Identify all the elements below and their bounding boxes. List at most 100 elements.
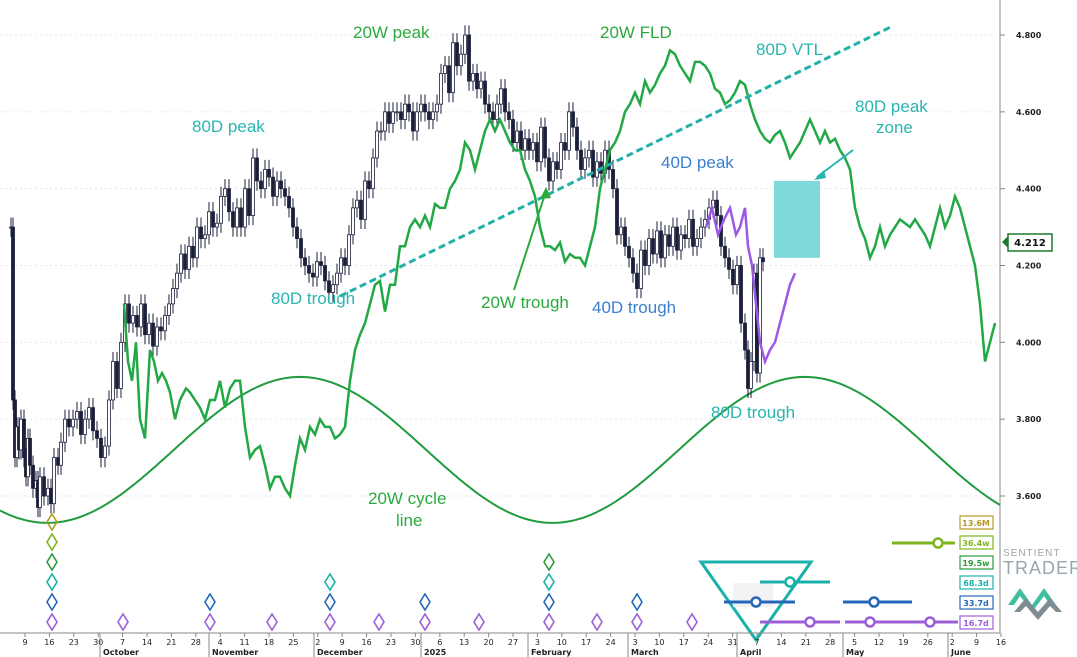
candle-body xyxy=(723,245,727,259)
projection-layer xyxy=(704,203,797,366)
x-tick-label: 20 xyxy=(484,638,494,647)
candle-body xyxy=(531,142,535,151)
month-label: 2025 xyxy=(424,648,447,657)
x-tick-label: 17 xyxy=(581,638,591,647)
candle-body xyxy=(387,111,391,124)
candle-body xyxy=(327,280,331,293)
trough-marker xyxy=(631,592,643,612)
candle-body xyxy=(46,487,50,497)
candle-body xyxy=(511,119,515,143)
candle-body xyxy=(555,161,559,170)
x-tick-label: 3 xyxy=(632,638,637,647)
y-tick-label: 4.200 xyxy=(1016,262,1042,271)
label-20w-trough: 20W trough xyxy=(481,293,569,312)
candle-body xyxy=(215,222,219,228)
candle-body xyxy=(243,188,247,228)
candle-body xyxy=(615,188,619,236)
period-label: 13.6M xyxy=(962,519,990,528)
candle-body xyxy=(203,234,207,240)
x-tick-label: 14 xyxy=(776,638,786,647)
candle-body xyxy=(239,207,243,228)
candle-body xyxy=(267,169,271,178)
candle-body xyxy=(631,257,635,274)
candle-body xyxy=(159,326,163,332)
candle-body xyxy=(28,437,32,466)
candle-body xyxy=(659,230,663,259)
candle-body xyxy=(403,103,407,120)
candle-body xyxy=(399,111,403,120)
x-tick-label: 27 xyxy=(508,638,518,647)
candle-body xyxy=(431,111,435,120)
candle-body xyxy=(235,207,239,228)
candle-body xyxy=(651,238,655,255)
month-label: June xyxy=(950,648,971,657)
cycle-trough-markers xyxy=(46,512,698,632)
y-tick-label: 3.600 xyxy=(1016,492,1042,501)
period-box xyxy=(959,535,994,550)
period-label: 68.3d xyxy=(963,579,989,588)
candle-body xyxy=(675,226,679,251)
label-cycle-line2: line xyxy=(396,511,422,530)
trough-marker xyxy=(419,592,431,612)
candle-body xyxy=(183,253,187,270)
candle-body xyxy=(275,180,279,197)
candle-body xyxy=(363,180,367,220)
month-label: May xyxy=(846,648,865,657)
candle-body xyxy=(207,211,211,236)
trough-marker xyxy=(46,552,58,572)
candle-body xyxy=(143,303,147,336)
trough-marker xyxy=(591,612,603,632)
brand-line2: TRADER xyxy=(1003,558,1077,578)
x-tick-label: 16 xyxy=(996,638,1006,647)
candle-body xyxy=(211,211,215,228)
trough-20w-arrow xyxy=(513,190,547,291)
phase-68d-dot xyxy=(784,576,796,588)
x-tick-label: 30 xyxy=(93,638,103,647)
y-tick-label: 4.600 xyxy=(1016,108,1042,117)
candle-body xyxy=(147,322,151,336)
candle-body xyxy=(131,315,135,324)
trough-marker xyxy=(266,612,278,632)
y-axis-ticks: 4.800 4.600 4.400 4.200 4.000 3.800 3.600 xyxy=(1000,31,1042,501)
x-tick-label: 16 xyxy=(44,638,54,647)
candle-body xyxy=(359,199,363,220)
phase-34d-next-dot xyxy=(868,596,880,608)
candle-body xyxy=(463,34,467,55)
candle-body xyxy=(579,149,583,170)
candle-body xyxy=(467,34,471,82)
candle-body xyxy=(111,361,115,401)
annotations: 20W peak 20W FLD 80D VTL 80D peak 80D pe… xyxy=(192,23,928,530)
trough-marker xyxy=(46,532,58,552)
candle-body xyxy=(119,341,123,389)
candle-body xyxy=(519,130,523,151)
price-candles xyxy=(9,25,765,518)
candle-body xyxy=(415,111,419,132)
peak-zone-box xyxy=(774,180,820,258)
candle-body xyxy=(491,111,495,120)
x-tick-label: 24 xyxy=(606,638,616,647)
candle-body xyxy=(503,88,507,113)
x-tick-label: 18 xyxy=(264,638,274,647)
candle-body xyxy=(567,111,571,151)
candle-body xyxy=(367,180,371,190)
candle-body xyxy=(679,234,683,251)
label-40d-peak: 40D peak xyxy=(661,153,734,172)
phase-34d-dot xyxy=(750,596,762,608)
candle-body xyxy=(299,238,303,259)
candle-body xyxy=(451,42,455,94)
candle-body xyxy=(127,303,131,324)
candle-body xyxy=(283,188,287,197)
candle-body xyxy=(179,253,183,274)
month-label: April xyxy=(740,648,762,657)
y-tick-label: 4.800 xyxy=(1016,31,1042,40)
candle-body xyxy=(683,234,687,240)
x-tick-label: 9 xyxy=(974,638,979,647)
x-tick-label: 5 xyxy=(852,638,857,647)
candle-body xyxy=(223,188,227,197)
candle-body xyxy=(11,226,15,401)
candle-body xyxy=(671,226,675,247)
x-tick-label: 2 xyxy=(950,638,955,647)
month-label: December xyxy=(317,648,363,657)
phase-36w-dot xyxy=(932,537,944,549)
